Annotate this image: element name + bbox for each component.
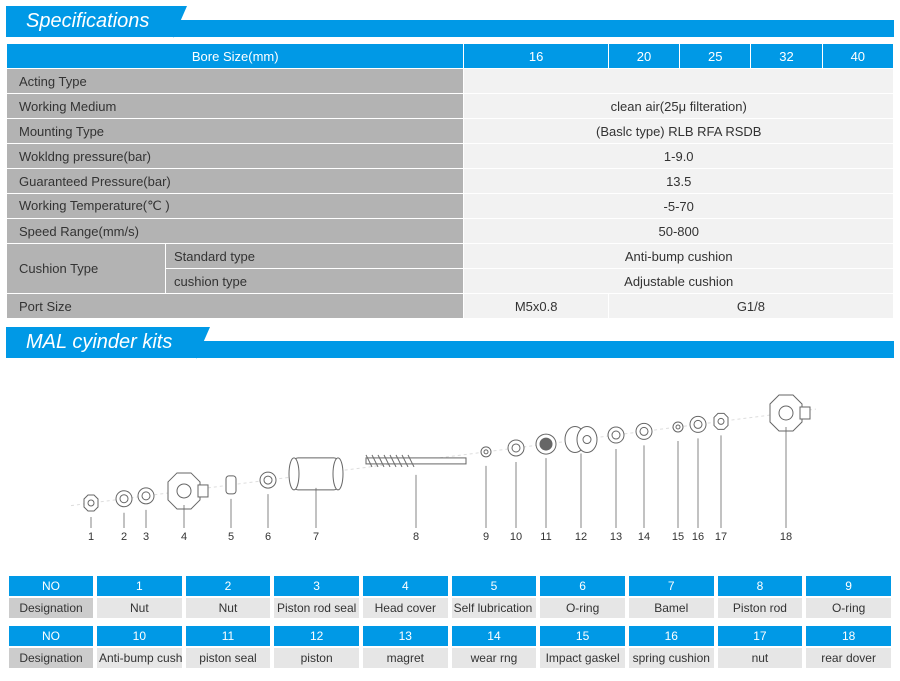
kit1-no: NO xyxy=(8,575,94,597)
kit1-v3: Piston rod seal xyxy=(273,597,360,619)
svg-text:17: 17 xyxy=(715,531,727,543)
row-acting-type: Acting Type xyxy=(7,69,464,94)
kit1-v5: Self lubrication bearing xyxy=(451,597,538,619)
bore-size-header: Bore Size(mm) xyxy=(7,44,464,69)
bore-20: 20 xyxy=(608,44,679,69)
row-cushion-standard: Standard type xyxy=(166,244,464,269)
kit1-c3: 3 xyxy=(273,575,360,597)
kit1-c7: 7 xyxy=(628,575,715,597)
specifications-title: Specifications xyxy=(6,6,173,37)
bore-40: 40 xyxy=(822,44,893,69)
kit1-c8: 8 xyxy=(717,575,804,597)
val-acting-type xyxy=(464,69,894,94)
svg-text:7: 7 xyxy=(313,531,319,543)
svg-text:8: 8 xyxy=(413,531,419,543)
svg-text:3: 3 xyxy=(143,531,149,543)
kit1-v2: Nut xyxy=(185,597,272,619)
kit2-c1: 10 xyxy=(96,625,183,647)
kit1-v6: O-ring xyxy=(539,597,626,619)
row-working-temp: Working Temperature(℃ ) xyxy=(7,194,464,219)
spec-table: Bore Size(mm) 16 20 25 32 40 Acting Type… xyxy=(6,43,894,319)
row-working-medium: Working Medium xyxy=(7,94,464,119)
svg-text:13: 13 xyxy=(610,531,622,543)
svg-text:12: 12 xyxy=(575,531,587,543)
header-bar xyxy=(173,6,894,37)
val-port-2: G1/8 xyxy=(608,294,893,319)
kit2-v5: wear rng xyxy=(451,647,538,669)
kit2-c5: 14 xyxy=(451,625,538,647)
kits-title-text: MAL cyinder kits xyxy=(26,331,172,354)
svg-text:15: 15 xyxy=(672,531,684,543)
kit1-v8: Piston rod xyxy=(717,597,804,619)
kit2-v1: Anti-bump cushion xyxy=(96,647,183,669)
specifications-header: Specifications xyxy=(6,6,894,37)
kit2-v8: nut xyxy=(717,647,804,669)
bore-16: 16 xyxy=(464,44,608,69)
kit2-v2: piston seal xyxy=(185,647,272,669)
val-cushion-cushion: Adjustable cushion xyxy=(464,269,894,294)
kit2-c2: 11 xyxy=(185,625,272,647)
svg-text:6: 6 xyxy=(265,531,271,543)
row-working-pressure: Wokldng pressure(bar) xyxy=(7,144,464,169)
svg-text:11: 11 xyxy=(540,531,551,543)
svg-text:9: 9 xyxy=(483,531,489,543)
svg-text:5: 5 xyxy=(228,531,234,543)
kit1-c5: 5 xyxy=(451,575,538,597)
kit2-c9: 18 xyxy=(805,625,892,647)
svg-text:1: 1 xyxy=(88,531,94,543)
header-bar-2 xyxy=(196,327,894,358)
kit1-v4: Head cover xyxy=(362,597,449,619)
kit1-desig: Designation xyxy=(8,597,94,619)
val-mounting-type: (Baslc type) RLB RFA RSDB xyxy=(464,119,894,144)
kit2-c7: 16 xyxy=(628,625,715,647)
row-speed-range: Speed Range(mm/s) xyxy=(7,219,464,244)
row-mounting-type: Mounting Type xyxy=(7,119,464,144)
kit1-c4: 4 xyxy=(362,575,449,597)
svg-text:16: 16 xyxy=(692,531,704,543)
kit2-desig: Designation xyxy=(8,647,94,669)
val-working-temp: -5-70 xyxy=(464,194,894,219)
kit-table-2: NO 10 11 12 13 14 15 16 17 18 Designatio… xyxy=(6,625,894,669)
kit2-no: NO xyxy=(8,625,94,647)
row-port-size: Port Size xyxy=(7,294,464,319)
kit1-c1: 1 xyxy=(96,575,183,597)
exploded-diagram: 123456789101112131415161718 xyxy=(6,368,894,568)
val-working-pressure: 1-9.0 xyxy=(464,144,894,169)
svg-text:4: 4 xyxy=(181,531,187,543)
kit2-v7: spring cushion xyxy=(628,647,715,669)
kit1-v9: O-ring xyxy=(805,597,892,619)
row-cushion-type: Cushion Type xyxy=(7,244,166,294)
kit2-c8: 17 xyxy=(717,625,804,647)
specifications-title-text: Specifications xyxy=(26,10,149,33)
kit2-v6: Impact gaskel xyxy=(539,647,626,669)
val-speed-range: 50-800 xyxy=(464,219,894,244)
kit-table-1: NO 1 2 3 4 5 6 7 8 9 Designation Nut Nut… xyxy=(6,575,894,619)
kit2-v3: piston xyxy=(273,647,360,669)
svg-text:18: 18 xyxy=(780,531,792,543)
bore-32: 32 xyxy=(751,44,822,69)
svg-text:10: 10 xyxy=(510,531,522,543)
svg-text:14: 14 xyxy=(638,531,650,543)
kit2-v4: magret xyxy=(362,647,449,669)
kit1-v7: Bamel xyxy=(628,597,715,619)
val-port-1: M5x0.8 xyxy=(464,294,608,319)
kit2-c3: 12 xyxy=(273,625,360,647)
kit1-c2: 2 xyxy=(185,575,272,597)
kit2-v9: rear dover xyxy=(805,647,892,669)
kit1-v1: Nut xyxy=(96,597,183,619)
val-guaranteed-pressure: 13.5 xyxy=(464,169,894,194)
svg-text:2: 2 xyxy=(121,531,127,543)
kit1-c9: 9 xyxy=(805,575,892,597)
bore-25: 25 xyxy=(680,44,751,69)
kits-header: MAL cyinder kits xyxy=(6,327,894,358)
val-cushion-standard: Anti-bump cushion xyxy=(464,244,894,269)
kit1-c6: 6 xyxy=(539,575,626,597)
val-working-medium: clean air(25μ filteration) xyxy=(464,94,894,119)
row-guaranteed-pressure: Guaranteed Pressure(bar) xyxy=(7,169,464,194)
kit2-c6: 15 xyxy=(539,625,626,647)
kits-title: MAL cyinder kits xyxy=(6,327,196,358)
row-cushion-cushion: cushion type xyxy=(166,269,464,294)
kit2-c4: 13 xyxy=(362,625,449,647)
